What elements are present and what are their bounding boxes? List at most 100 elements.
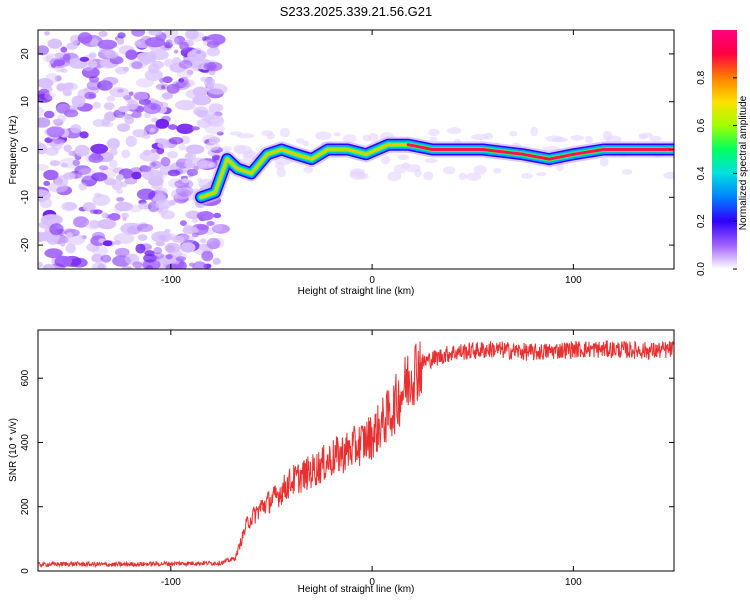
noise-speckle [121, 149, 131, 159]
snr-x-tick-label: 0 [369, 577, 375, 588]
halo-speckle [205, 141, 220, 151]
noise-speckle [149, 160, 162, 169]
noise-speckle [138, 54, 157, 64]
noise-speckle [164, 242, 181, 254]
noise-speckle [163, 58, 174, 67]
noise-speckle [136, 188, 156, 200]
noise-speckle [49, 160, 61, 167]
noise-speckle [179, 76, 189, 86]
noise-speckle [212, 223, 223, 232]
noise-speckle [114, 247, 130, 257]
noise-speckle [200, 76, 207, 82]
noise-speckle [125, 135, 137, 147]
noise-speckle [38, 93, 53, 103]
noise-speckle [169, 37, 180, 45]
halo-speckle [551, 137, 569, 143]
noise-speckle [155, 83, 169, 91]
halo-speckle [342, 134, 357, 143]
snr-y-tick-label: 200 [20, 498, 31, 515]
halo-speckle [458, 172, 467, 181]
noise-speckle [97, 39, 118, 50]
noise-speckle [181, 178, 189, 184]
noise-speckle [77, 32, 93, 44]
snr-panel: -100 0 100 0 200 400 600 Height of straight l… [8, 329, 675, 595]
colorbar-ticks: 0.0 0.2 0.4 0.6 0.8 [696, 70, 737, 276]
noise-speckle [103, 122, 114, 128]
signal-track-core [346, 148, 368, 156]
noise-speckle [62, 89, 72, 97]
halo-speckle [428, 128, 440, 137]
halo-speckle [521, 173, 533, 179]
noise-speckle [100, 254, 112, 263]
noise-speckle [117, 32, 126, 39]
noise-speckle [114, 66, 128, 75]
halo-speckle [315, 131, 332, 141]
noise-speckle [53, 59, 65, 67]
halo-speckle [279, 127, 291, 138]
noise-speckle [135, 78, 154, 88]
noise-speckle [91, 172, 108, 182]
signal-track-core [365, 143, 390, 156]
noise-speckle [178, 143, 186, 151]
signal-track-core [226, 158, 239, 170]
noise-speckle [175, 256, 187, 262]
noise-speckle [159, 101, 169, 109]
halo-speckle [302, 140, 309, 147]
noise-speckle [92, 231, 105, 241]
halo-speckle [222, 146, 233, 152]
colorbar-gradient [712, 30, 737, 269]
noise-speckle [182, 226, 199, 235]
noise-speckle [161, 92, 174, 100]
signal-track-core [200, 191, 217, 199]
figure-title: S233.2025.339.21.56.G21 [280, 4, 433, 19]
noise-speckle [91, 262, 107, 269]
noise-speckle [120, 222, 143, 235]
noise-speckle [206, 221, 215, 226]
noise-speckle [91, 245, 108, 256]
noise-speckle [131, 30, 145, 37]
noise-speckle [45, 73, 59, 84]
halo-speckle [208, 162, 216, 168]
spectrogram-x-tick-label: -100 [161, 275, 181, 286]
halo-speckle [303, 166, 314, 174]
noise-speckle [43, 55, 55, 63]
noise-speckle [94, 192, 102, 198]
signal-track-core [294, 153, 313, 161]
noise-speckle [91, 253, 103, 263]
noise-speckle [38, 261, 43, 268]
halo-speckle [423, 171, 434, 181]
snr-y-tick-label: 0 [20, 568, 31, 574]
noise-speckle [206, 40, 220, 48]
noise-speckle [62, 172, 76, 180]
noise-speckle [150, 104, 158, 111]
noise-speckle [191, 126, 200, 131]
noise-speckle [160, 156, 171, 167]
noise-speckle [178, 60, 193, 69]
noise-speckle [128, 91, 134, 96]
noise-speckle [44, 31, 50, 36]
noise-speckle [175, 185, 194, 197]
noise-speckle [38, 45, 49, 56]
noise-speckle [121, 265, 133, 269]
signal-track-core [236, 167, 253, 175]
snr-x-tick-label: -100 [161, 577, 181, 588]
noise-speckle [186, 69, 194, 76]
snr-series-line [38, 340, 674, 569]
noise-speckle [191, 232, 199, 238]
noise-speckle [93, 209, 103, 215]
noise-speckle [131, 111, 142, 119]
noise-speckle [78, 182, 88, 191]
halo-speckle [368, 132, 379, 143]
halo-speckle [387, 171, 402, 182]
signal-track-core [280, 148, 297, 156]
noise-speckle [127, 99, 139, 110]
noise-speckle [73, 216, 89, 228]
noise-speckle [137, 234, 148, 241]
noise-speckle [108, 213, 121, 221]
signal-track-core [571, 148, 606, 156]
spectrogram-y-label: Frequency (Hz) [8, 116, 19, 185]
noise-speckle [44, 92, 56, 100]
noise-speckle [166, 83, 180, 94]
colorbar-tick-label: 0.6 [696, 118, 707, 132]
